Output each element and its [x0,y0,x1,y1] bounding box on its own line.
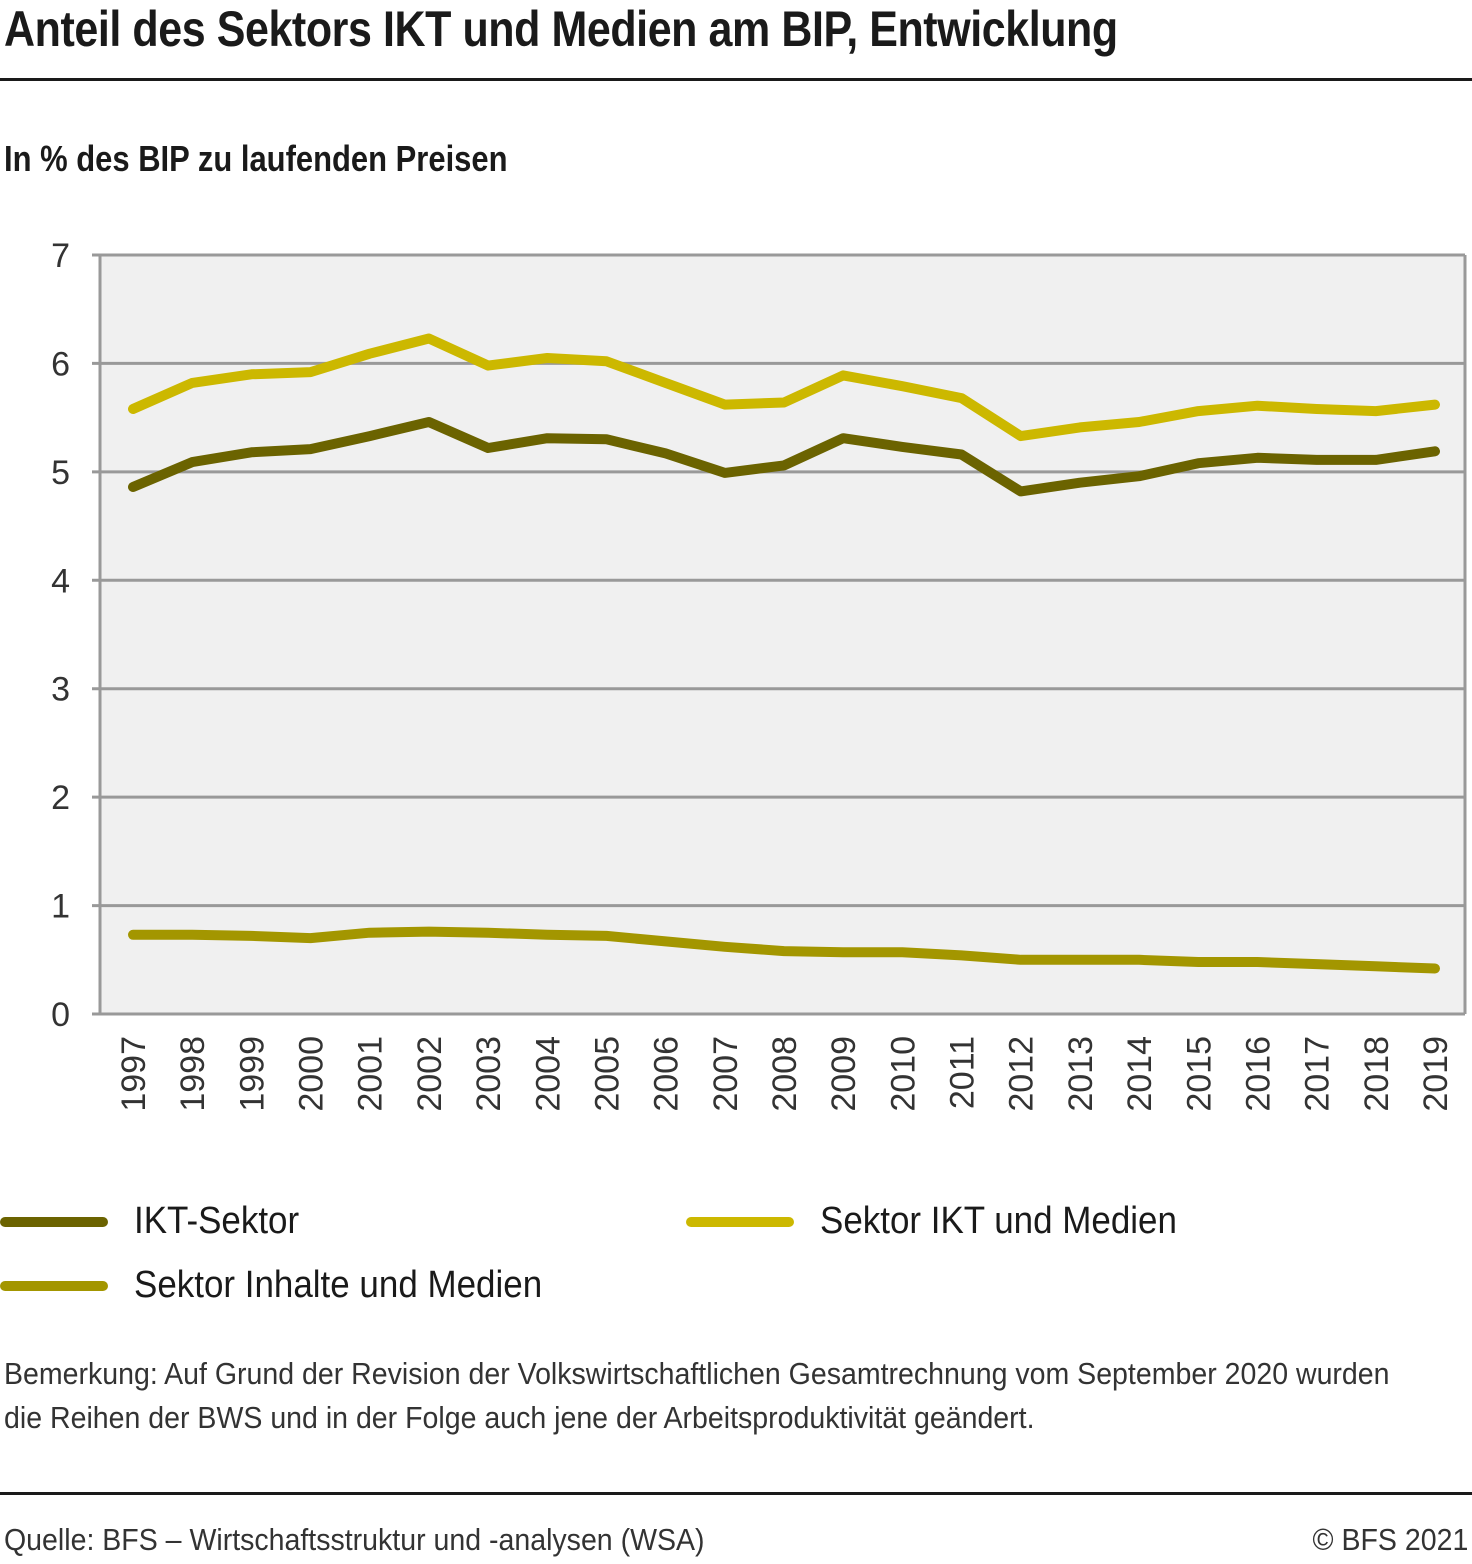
x-tick-label: 2010 [884,1036,922,1112]
x-tick-label: 2019 [1417,1036,1455,1112]
legend-label: Sektor IKT und Medien [820,1200,1177,1242]
x-tick-label: 2014 [1121,1036,1159,1112]
chart-title: Anteil des Sektors IKT und Medien am BIP… [4,1,1118,57]
line-chart: 0 1 2 3 4 5 6 7 1997 1998 1999 2000 2001 2002 2003 200… [51,237,1467,1112]
x-tick-label: 2007 [707,1036,745,1112]
legend-item-ikt-sektor: IKT-Sektor [0,1200,314,1243]
legend-swatch-ikt-sektor [0,1216,108,1227]
legend-label: Sektor Inhalte und Medien [134,1264,543,1306]
source-text: Quelle: BFS – Wirtschaftsstruktur und -a… [4,1522,705,1557]
chart-subtitle: In % des BIP zu laufenden Preisen [4,138,508,179]
x-tick-label: 2008 [766,1036,804,1112]
legend-swatch-sektor-ikt-und-medien [686,1216,794,1227]
y-tick-label: 5 [51,454,70,492]
x-tick-label: 1998 [174,1036,212,1112]
x-tick-label: 2000 [293,1036,331,1112]
y-tick-label: 4 [51,562,70,600]
x-tick-label: 1997 [115,1036,153,1112]
legend-item-sektor-ikt-und-medien: Sektor IKT und Medien [686,1200,1208,1243]
x-tick-label: 2006 [648,1036,686,1112]
y-tick-label: 2 [51,779,70,817]
x-tick-label: 2004 [529,1036,567,1112]
legend-label: IKT-Sektor [134,1200,300,1242]
footer-divider [0,1492,1472,1495]
x-tick-label: 2018 [1358,1036,1396,1112]
x-tick-label: 2015 [1180,1036,1218,1112]
copyright-text: © BFS 2021 [1312,1522,1468,1557]
y-tick-label: 3 [51,671,70,709]
y-tick-label: 6 [51,345,70,383]
footnote: Bemerkung: Auf Grund der Revision der Vo… [4,1356,1390,1435]
x-tick-label: 2012 [1003,1036,1041,1112]
x-tick-label: 2011 [944,1036,982,1109]
title-divider [0,78,1472,81]
x-tick-label: 2013 [1062,1036,1100,1112]
legend-item-sektor-inhalte-und-medien: Sektor Inhalte und Medien [0,1264,578,1307]
x-tick-label: 2017 [1299,1036,1337,1112]
y-tick-label: 7 [51,237,70,275]
x-tick-label: 2001 [352,1036,390,1112]
y-tick-label: 1 [51,888,70,926]
legend-swatch-sektor-inhalte-und-medien [0,1280,108,1291]
x-tick-label: 1999 [233,1036,271,1112]
x-tick-label: 2016 [1239,1036,1277,1112]
plot-area [100,255,1465,1014]
x-tick-label: 2003 [470,1036,508,1112]
x-tick-label: 2002 [411,1036,449,1112]
y-tick-label: 0 [51,996,70,1034]
x-tick-label: 2009 [825,1036,863,1112]
x-tick-label: 2005 [588,1036,626,1112]
